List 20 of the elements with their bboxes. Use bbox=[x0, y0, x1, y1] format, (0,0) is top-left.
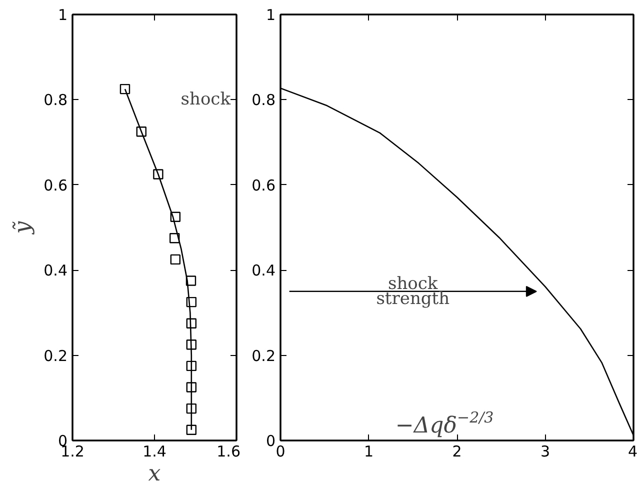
y-tick-label: 1 bbox=[58, 6, 68, 24]
x-tick-label: 3 bbox=[540, 442, 550, 460]
y-tick-label: 0.2 bbox=[44, 346, 68, 365]
annotation: shock strength bbox=[376, 274, 450, 309]
y-tick-label: 1 bbox=[266, 6, 276, 24]
x-tick-label: 2 bbox=[452, 442, 462, 460]
annotation: shock bbox=[180, 90, 232, 110]
y-tick-label: 0.8 bbox=[252, 91, 276, 110]
x-tick-label: 1 bbox=[364, 442, 374, 460]
x-tick-label: 1.6 bbox=[216, 442, 241, 460]
x-axis-title: x bbox=[148, 462, 162, 486]
y-axis-title: ỹ bbox=[10, 220, 36, 235]
y-tick-label: 0.6 bbox=[44, 176, 68, 194]
y-tick-label: 0.4 bbox=[44, 262, 68, 280]
y-tick-label: 0.2 bbox=[252, 346, 276, 365]
x-tick-label: 4 bbox=[628, 442, 637, 460]
y-tick-label: 0.8 bbox=[44, 91, 68, 110]
y-tick-label: 0.6 bbox=[252, 176, 276, 194]
y-tick-label: 0.4 bbox=[252, 262, 276, 280]
x-tick-label: 1.4 bbox=[142, 442, 166, 460]
